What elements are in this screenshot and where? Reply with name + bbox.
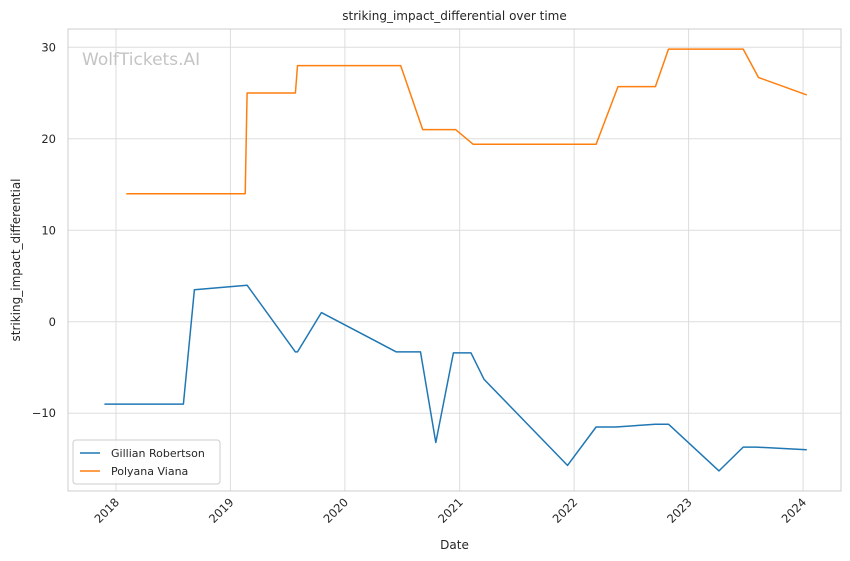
y-tick-label: 20 [41, 132, 56, 146]
chart-title: striking_impact_differential over time [342, 9, 567, 23]
y-tick-label: 0 [49, 315, 56, 329]
series-line-gillian-robertson [104, 284, 807, 472]
y-axis-label: striking_impact_differential [9, 178, 23, 341]
y-tick-label: −10 [32, 406, 56, 420]
y-tick-label: 30 [41, 40, 56, 54]
y-tick-labels: −10 0 10 20 30 [32, 40, 56, 420]
x-axis-label: Date [440, 538, 469, 552]
plot-frame [67, 28, 842, 492]
legend-label: Polyana Viana [111, 465, 188, 478]
series-lines [104, 48, 808, 472]
legend: Gillian Robertson Polyana Viana [72, 439, 221, 485]
grid [68, 29, 841, 491]
y-tick-label: 10 [41, 223, 56, 237]
legend-label: Gillian Robertson [111, 447, 205, 460]
watermark: WolfTickets.AI [82, 50, 200, 70]
series-line-polyana-viana [126, 48, 808, 195]
legend-box [72, 439, 221, 485]
